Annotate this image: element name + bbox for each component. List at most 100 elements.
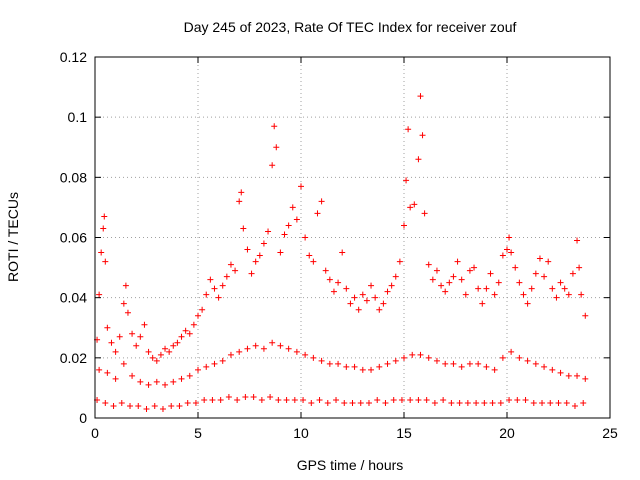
data-point	[433, 357, 440, 364]
data-point	[425, 261, 432, 268]
data-point	[440, 396, 447, 403]
data-point	[571, 402, 578, 409]
data-point	[522, 396, 529, 403]
data-point	[124, 309, 131, 316]
data-point	[186, 372, 193, 379]
data-point	[281, 231, 288, 238]
data-point	[166, 348, 173, 355]
y-tick-label: 0.12	[60, 49, 87, 65]
data-point	[153, 378, 160, 385]
data-point	[219, 357, 226, 364]
data-point	[401, 222, 407, 229]
data-point	[234, 396, 241, 403]
data-point	[547, 399, 554, 406]
data-point	[135, 402, 142, 409]
data-point	[541, 273, 548, 280]
data-point	[258, 396, 265, 403]
data-point	[260, 345, 267, 352]
data-point	[343, 363, 350, 370]
data-point	[289, 204, 296, 211]
data-point	[532, 360, 539, 367]
data-point	[335, 279, 342, 286]
x-tick-label: 15	[396, 425, 412, 441]
data-point	[248, 270, 255, 277]
data-point	[506, 396, 513, 403]
data-point	[203, 291, 210, 298]
y-tick-label: 0.06	[60, 230, 87, 246]
y-axis-label: ROTI / TECUs	[5, 192, 21, 282]
data-point	[122, 282, 129, 289]
data-point	[100, 225, 107, 232]
data-point	[330, 288, 337, 295]
data-point	[417, 351, 424, 358]
data-point	[549, 285, 556, 292]
data-point	[145, 381, 152, 388]
data-point	[491, 366, 498, 373]
data-point	[532, 270, 539, 277]
data-point	[471, 264, 478, 271]
data-point	[487, 270, 494, 277]
data-point	[555, 399, 562, 406]
data-point	[333, 396, 340, 403]
data-point	[265, 228, 272, 235]
data-point	[405, 126, 412, 133]
data-point	[401, 354, 407, 361]
data-point	[536, 255, 543, 262]
x-tick-label: 20	[499, 425, 515, 441]
data-point	[137, 333, 144, 340]
data-point	[293, 216, 300, 223]
data-point	[481, 399, 488, 406]
data-point	[508, 249, 515, 256]
data-point	[355, 306, 362, 313]
data-point	[162, 381, 169, 388]
data-point	[363, 297, 370, 304]
data-point	[137, 378, 144, 385]
data-point	[133, 342, 140, 349]
data-point	[238, 189, 245, 196]
data-point	[162, 345, 169, 352]
data-point	[207, 276, 214, 283]
data-point	[574, 237, 581, 244]
data-point	[236, 198, 243, 205]
data-point	[335, 360, 342, 367]
data-point	[423, 396, 430, 403]
data-point	[495, 279, 502, 286]
data-point	[357, 399, 364, 406]
data-point	[277, 249, 284, 256]
data-point	[466, 267, 473, 274]
data-point	[549, 366, 556, 373]
data-point	[153, 357, 160, 364]
data-point	[388, 282, 395, 289]
data-point	[343, 285, 350, 292]
data-point	[516, 354, 523, 361]
data-point	[112, 348, 119, 355]
data-point	[252, 258, 259, 265]
data-point	[151, 402, 158, 409]
data-point	[310, 354, 317, 361]
data-point	[112, 375, 119, 382]
data-point	[195, 366, 201, 373]
data-point	[211, 285, 218, 292]
data-point	[392, 357, 399, 364]
data-point	[450, 360, 457, 367]
data-point	[102, 399, 109, 406]
data-point	[403, 177, 410, 184]
data-point	[359, 366, 366, 373]
data-point	[438, 282, 445, 289]
data-point	[168, 402, 175, 409]
y-tick-label: 0.04	[60, 290, 87, 306]
data-point	[497, 399, 504, 406]
data-point	[149, 354, 156, 361]
data-point	[129, 330, 136, 337]
data-point	[376, 363, 383, 370]
data-point	[176, 402, 183, 409]
data-point	[483, 285, 490, 292]
data-point	[512, 264, 519, 271]
data-point	[298, 183, 304, 190]
data-point	[419, 132, 426, 139]
data-point	[421, 210, 428, 217]
data-point	[425, 354, 432, 361]
x-tick-label: 5	[194, 425, 202, 441]
